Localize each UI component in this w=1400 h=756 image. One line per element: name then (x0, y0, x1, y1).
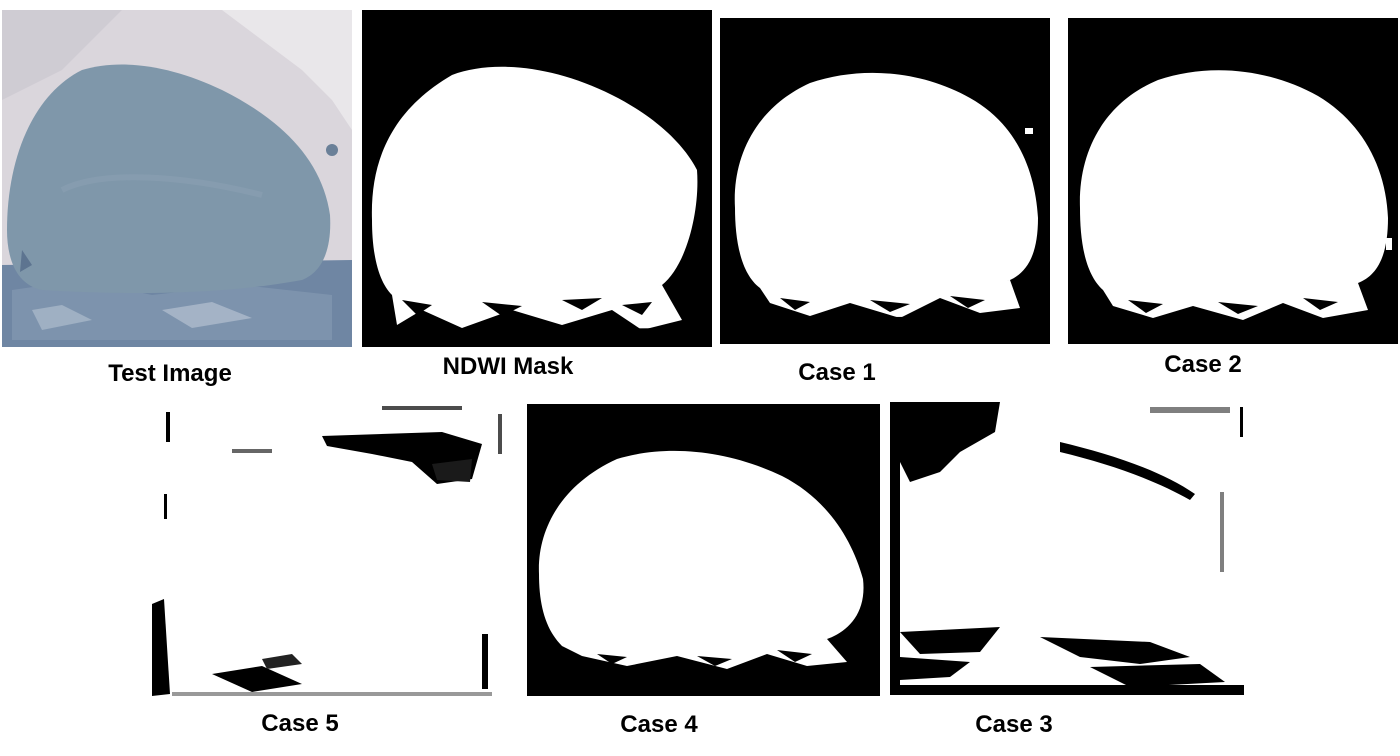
case-2-picture (1068, 18, 1398, 344)
case-3-panel (890, 402, 1244, 695)
caption-case-4: Case 4 (620, 711, 698, 738)
test-image-picture (2, 10, 352, 347)
case-4-panel (527, 404, 880, 696)
case-1-panel (720, 18, 1050, 344)
ndwi-mask-picture (362, 10, 712, 347)
case-3-picture (890, 402, 1244, 695)
caption-case-1: Case 1 (798, 359, 876, 386)
case-4-picture (527, 404, 880, 696)
ndwi-mask-panel (362, 10, 712, 347)
test-image-panel (2, 10, 352, 347)
caption-test-image: Test Image (108, 360, 232, 387)
case-1-picture (720, 18, 1050, 344)
case-2-panel (1068, 18, 1398, 344)
caption-case-2: Case 2 (1164, 351, 1242, 378)
case-5-picture (152, 404, 510, 700)
caption-ndwi-mask: NDWI Mask (442, 353, 574, 380)
caption-case-5: Case 5 (261, 710, 339, 737)
caption-case-3: Case 3 (975, 711, 1053, 738)
case-5-panel (152, 404, 510, 700)
